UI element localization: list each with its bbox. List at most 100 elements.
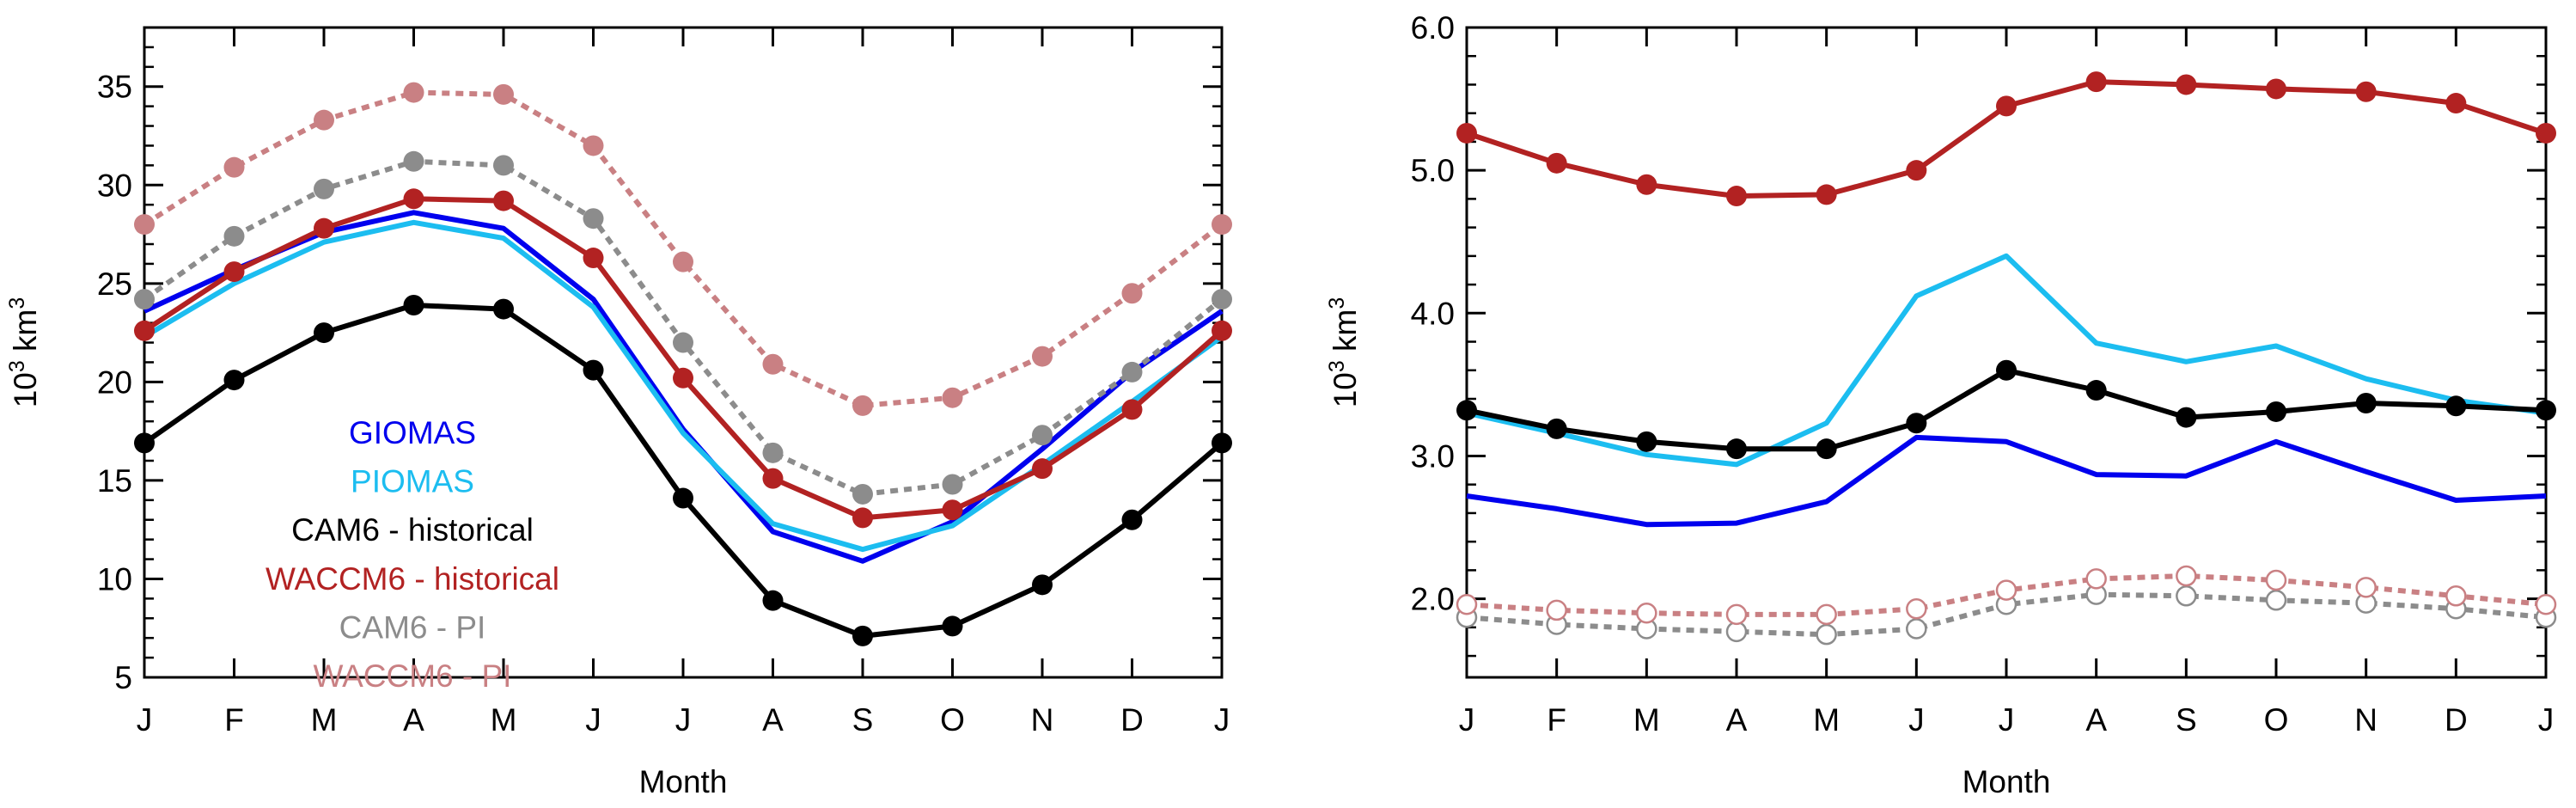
data-point [2176,565,2197,587]
x-tick-label: D [2445,702,2468,738]
data-point [2445,93,2467,114]
x-tick-label: O [2264,702,2289,738]
data-point [1032,574,1053,596]
data-point [852,483,873,505]
data-point [403,82,424,103]
data-point [2266,401,2286,422]
data-point [852,625,873,646]
data-point [314,109,334,131]
data-point [2536,122,2556,144]
data-point [1906,597,1927,620]
data-point [1121,361,1143,383]
data-point [583,208,604,230]
x-tick-label: J [137,702,153,738]
data-point [134,320,155,341]
data-point [942,615,963,637]
series-line [1466,253,2547,468]
x-tick-label: M [1633,702,1660,738]
series-waccm6-pi [134,82,1232,416]
data-point [673,251,693,272]
data-point [1546,599,1567,621]
series-piomas [1466,253,2547,468]
data-point [2266,78,2286,100]
data-point [1032,425,1053,446]
data-point [942,387,963,408]
series-line [143,196,1224,521]
y-axis-title-superscript: 3 [5,297,29,309]
x-tick-label: N [2354,702,2378,738]
x-tick-label: J [1908,702,1925,738]
data-point [762,590,784,611]
data-point [2176,585,2197,607]
data-point [314,178,334,199]
x-axis-title: Month [1963,764,2051,799]
data-point [2445,585,2467,607]
data-point [852,507,873,529]
data-point [493,298,514,320]
legend: GIOMAS PIOMAS CAM6 - historical WACCM6 - hi… [266,415,559,694]
data-point [2176,407,2197,428]
legend-entry: CAM6 - PI [339,609,486,645]
data-point [1726,186,1747,207]
data-point [2085,568,2107,590]
x-tick-label: J [2538,702,2555,738]
data-point [403,295,424,316]
data-point [673,367,693,389]
y-tick-label: 15 [97,463,132,499]
data-point [1121,283,1143,304]
data-point [1456,594,1478,615]
data-point [583,248,604,269]
y-tick-label: 3.0 [1411,438,1455,474]
data-point [1636,174,1657,195]
data-point [2355,81,2377,102]
data-point [762,353,784,375]
x-tick-label: J [675,702,692,738]
data-point [762,442,784,463]
x-tick-label: J [585,702,601,738]
x-tick-label: F [1547,702,1566,738]
data-point [314,322,334,344]
legend-entry: PIOMAS [351,464,474,499]
y-axis-title-part: 10 [8,372,43,407]
data-point [1996,95,2017,117]
data-point [134,289,155,310]
data-point [314,217,334,239]
y-axis-title-part: km [8,309,43,361]
x-tick-label: N [1031,702,1054,738]
data-point [583,359,604,381]
series-waccm6-pi [1456,565,2557,626]
y-tick-label: 20 [97,364,132,400]
y-axis-title-part: 10 [1328,372,1363,407]
legend-entry: CAM6 - historical [291,512,534,548]
y-tick-label: 25 [97,266,132,302]
y-tick-label: 5.0 [1411,153,1455,188]
y-tick-label: 35 [97,70,132,105]
data-point [1725,603,1748,626]
data-point [1456,400,1477,421]
series-waccm6-historical [134,188,1232,529]
y-axis-title-superscript: 3 [1325,297,1349,309]
x-tick-label: M [491,702,517,738]
x-tick-label: J [1459,702,1475,738]
data-point [1726,438,1747,460]
x-tick-label: A [2085,702,2107,738]
data-point [1995,579,2017,601]
data-point [1906,618,1927,640]
data-point [673,487,693,509]
data-point [2535,594,2557,615]
data-point [2085,71,2107,93]
x-tick-label: M [1813,702,1840,738]
y-tick-label: 30 [97,168,132,203]
data-point [1816,438,1837,460]
data-point [942,499,963,521]
data-point [1212,432,1232,454]
legend-entry: WACCM6 - PI [314,658,512,694]
x-tick-label: D [1120,702,1144,738]
x-axis-title: Month [639,764,728,799]
data-point [2445,395,2467,417]
data-point [673,332,693,353]
